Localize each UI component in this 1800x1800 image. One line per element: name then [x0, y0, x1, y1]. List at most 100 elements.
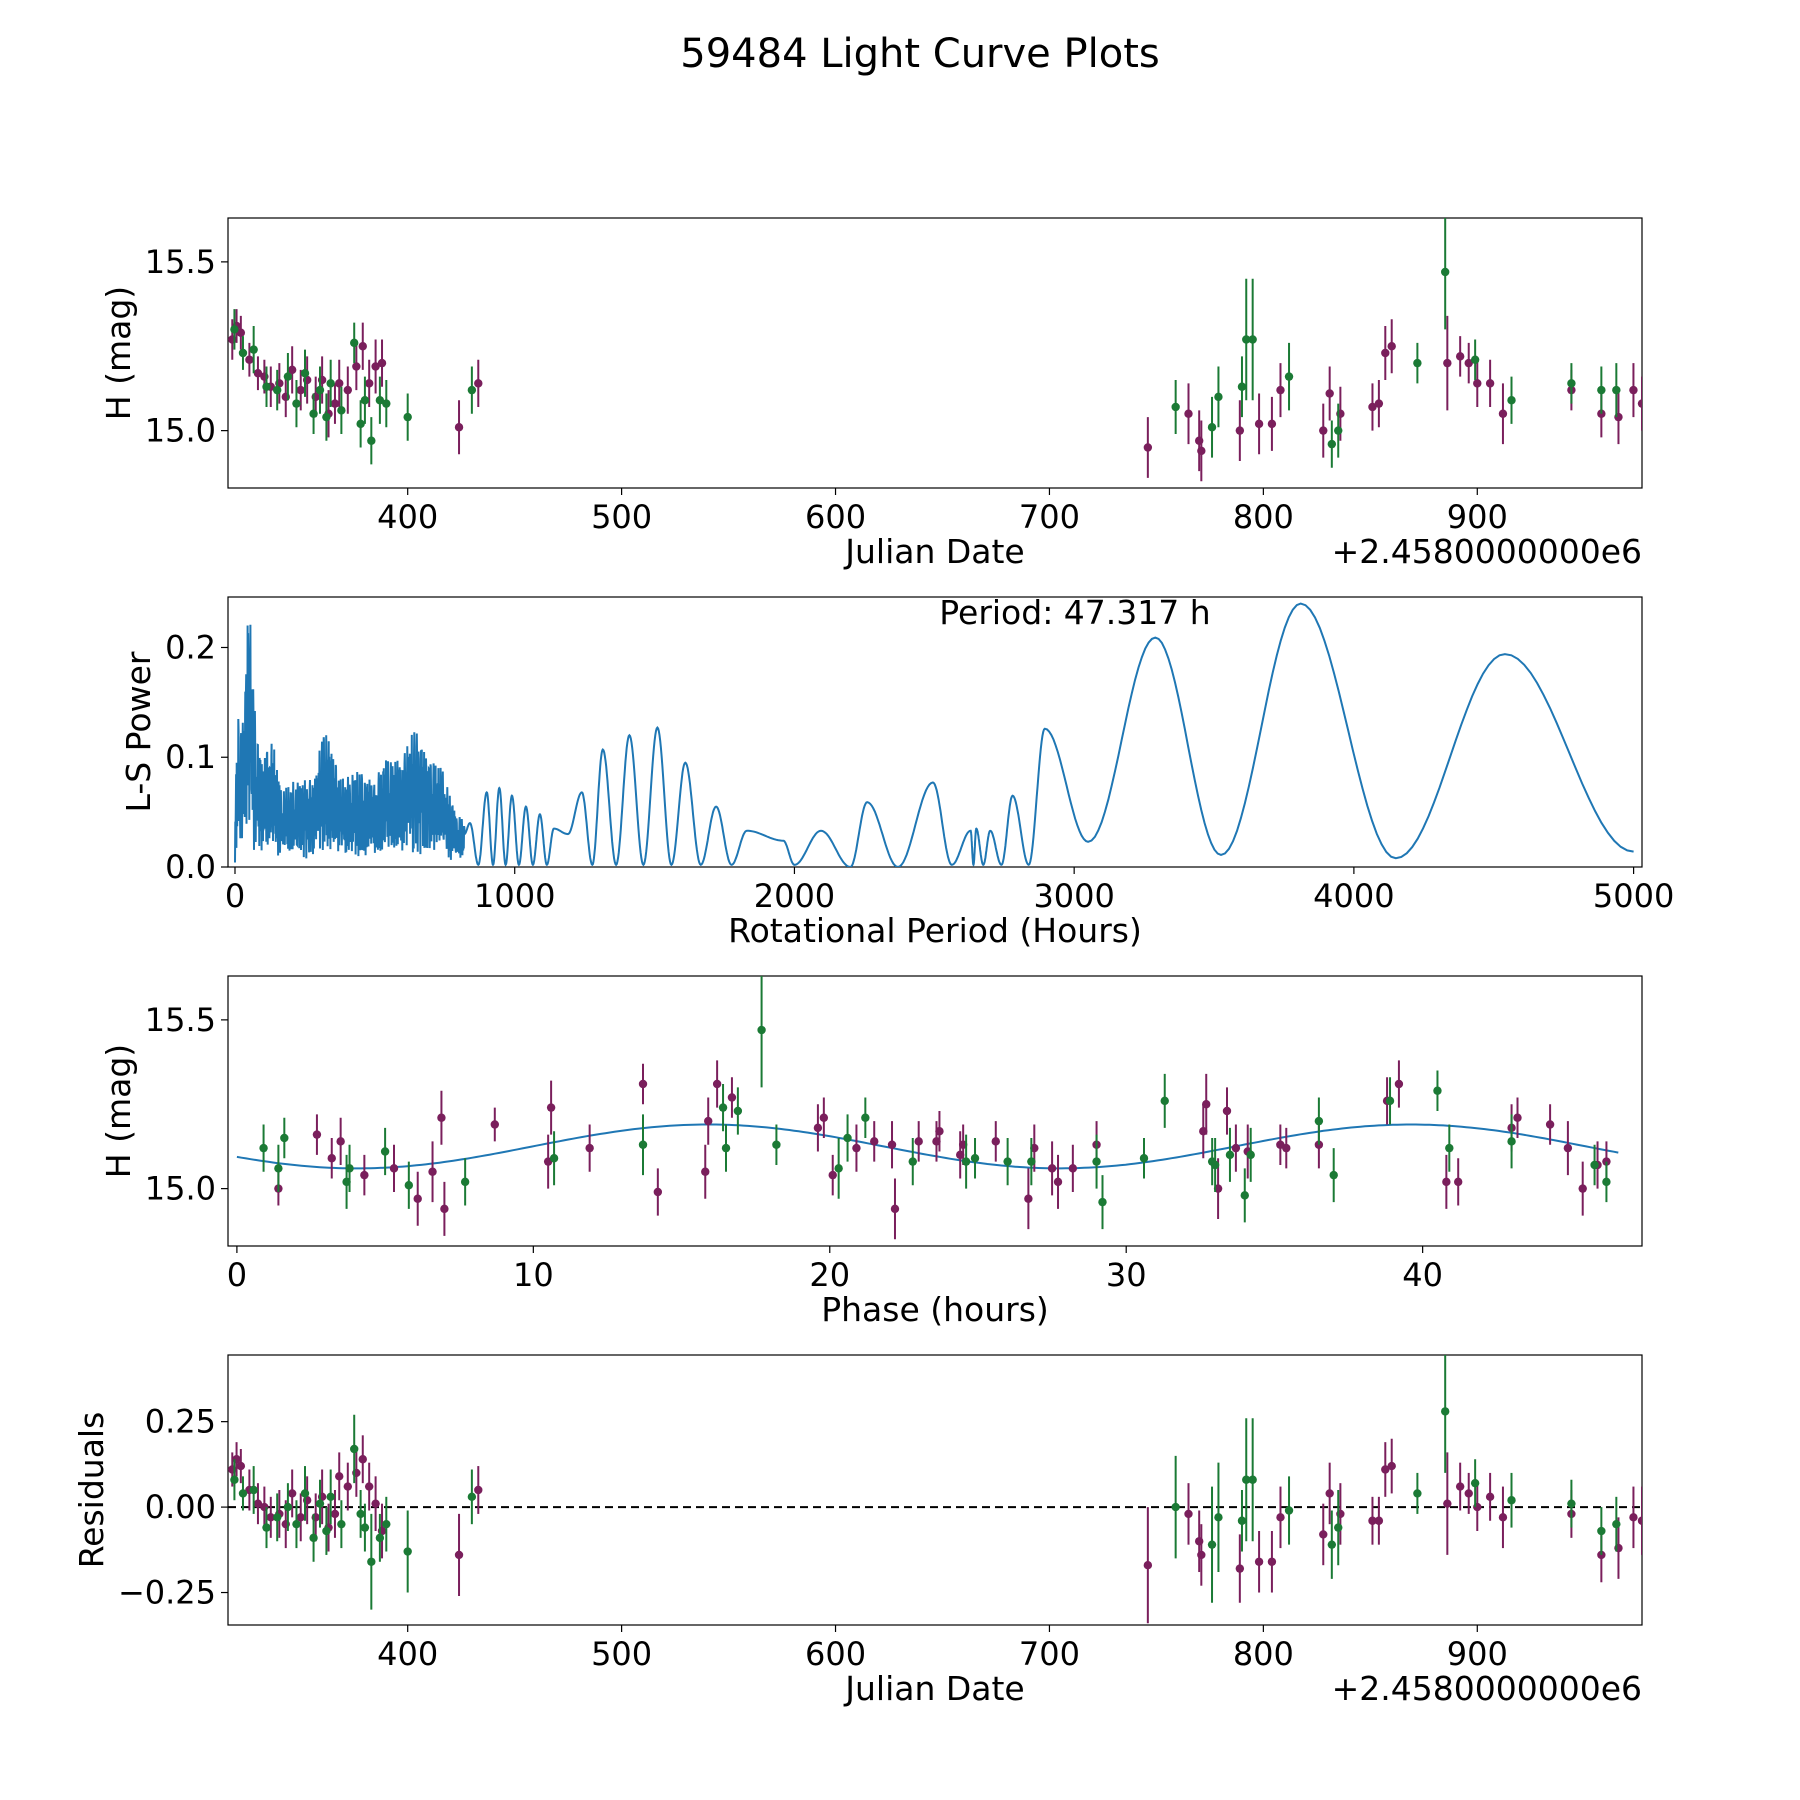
- lightcurve-xlabel: Julian Date: [843, 532, 1025, 571]
- data-point: [1612, 385, 1621, 395]
- data-point: [236, 328, 246, 337]
- data-point: [1485, 1492, 1495, 1502]
- data-point: [1485, 379, 1495, 388]
- lightcurve-xtick-label: 600: [805, 498, 866, 536]
- data-point: [914, 1137, 923, 1146]
- data-point: [1442, 1177, 1451, 1187]
- residuals-xtick-label: 700: [1019, 1635, 1080, 1673]
- data-point: [1235, 426, 1245, 435]
- data-point: [1184, 409, 1193, 418]
- data-point: [273, 1513, 282, 1522]
- data-point: [1197, 1550, 1206, 1560]
- periodogram-ticks: 0 1000 2000 3000 4000 5000 0.0 0.1 0.2: [165, 628, 1674, 915]
- data-point: [337, 406, 346, 415]
- data-point: [1242, 335, 1251, 344]
- periodogram-panel: 0 1000 2000 3000 4000 5000 0.0 0.1 0.2 Period: 4…: [119, 593, 1674, 950]
- data-point: [382, 1519, 391, 1529]
- data-point: [1184, 1509, 1193, 1519]
- residuals-ytick-label: −0.25: [118, 1574, 216, 1612]
- data-point: [358, 342, 367, 351]
- lightcurve-series-filter-A: [228, 309, 1642, 482]
- data-point: [1047, 1164, 1057, 1173]
- data-point: [296, 385, 305, 395]
- data-point: [454, 1550, 464, 1560]
- model-fit-curve: [236, 1123, 1619, 1170]
- data-point: [467, 1492, 477, 1502]
- data-point: [1612, 1519, 1621, 1529]
- data-point: [1314, 1116, 1324, 1126]
- data-point: [1210, 1160, 1220, 1170]
- data-point: [1098, 1197, 1107, 1207]
- data-point: [1455, 352, 1465, 361]
- data-point: [371, 362, 380, 371]
- data-point: [828, 1170, 837, 1180]
- periodogram-ytick-label: 0.1: [165, 738, 216, 776]
- data-point: [309, 1533, 318, 1543]
- phased-ticks: 0 10 20 30 40 15.0 15.5: [145, 1001, 1443, 1294]
- data-point: [701, 1167, 710, 1176]
- data-point: [1433, 1086, 1442, 1095]
- data-point: [262, 382, 271, 391]
- data-point: [991, 1137, 1000, 1146]
- data-point: [1319, 1530, 1328, 1539]
- phased-panel: 0 10 20 30 40 15.0 15.5 Phase (hours) H (mag): [99, 975, 1643, 1329]
- residuals-ylabel: Residuals: [72, 1412, 111, 1569]
- data-point: [718, 1103, 728, 1112]
- lightcurve-ytick-label: 15.0: [145, 412, 216, 450]
- periodogram-xtick-label: 4000: [1313, 877, 1394, 915]
- data-point: [1327, 1540, 1337, 1549]
- data-point: [1602, 1177, 1611, 1187]
- data-point: [1276, 1513, 1285, 1522]
- data-point: [312, 1130, 322, 1139]
- data-point: [1068, 1164, 1078, 1173]
- data-point: [1443, 358, 1452, 368]
- data-point: [1284, 1506, 1294, 1515]
- lightcurve-ylabel: H (mag): [99, 286, 138, 420]
- data-point: [280, 1133, 289, 1143]
- periodogram-xtick-label: 1000: [474, 877, 555, 915]
- data-point: [377, 358, 387, 368]
- data-point: [326, 1492, 335, 1502]
- data-point: [382, 399, 391, 408]
- data-point: [371, 1499, 380, 1508]
- phased-ylabel: H (mag): [99, 1044, 138, 1178]
- data-point: [1242, 1475, 1251, 1484]
- data-point: [380, 1147, 390, 1156]
- data-point: [249, 1485, 258, 1495]
- periodogram-line: [234, 602, 1634, 867]
- data-point: [1214, 1513, 1223, 1522]
- data-point: [1387, 1461, 1396, 1471]
- lightcurve-xtick-label: 800: [1233, 498, 1294, 536]
- data-point: [335, 1472, 344, 1481]
- data-point: [1139, 1154, 1149, 1163]
- data-point: [1464, 1489, 1473, 1498]
- data-point: [1327, 439, 1337, 449]
- data-point: [1440, 1407, 1450, 1416]
- phased-xtick-label: 30: [1106, 1256, 1147, 1294]
- data-point: [1325, 389, 1334, 398]
- data-point: [1143, 443, 1153, 452]
- data-point: [1214, 392, 1223, 402]
- data-point: [1222, 1106, 1232, 1116]
- data-point: [1171, 1502, 1180, 1512]
- data-point: [585, 1143, 594, 1153]
- data-point: [1413, 1489, 1422, 1498]
- periodogram-xtick-label: 3000: [1033, 877, 1114, 915]
- data-point: [1325, 1489, 1334, 1498]
- phased-xtick-label: 20: [809, 1256, 850, 1294]
- data-point: [1237, 382, 1247, 391]
- data-point: [322, 412, 331, 422]
- phased-ytick-label: 15.5: [145, 1001, 216, 1039]
- data-point: [1282, 1143, 1291, 1153]
- data-point: [861, 1113, 870, 1122]
- phased-series-filter-B: [259, 976, 1611, 1230]
- data-point: [474, 379, 483, 388]
- data-point: [292, 399, 301, 408]
- data-point: [460, 1177, 470, 1187]
- data-point: [653, 1187, 663, 1197]
- lightcurve-panel: 400 500 600 700 800 900 15.0 15.5 Julian Date H…: [99, 217, 1643, 571]
- data-point: [364, 379, 374, 388]
- lightcurve-ticks: 400 500 600 700 800 900 15.0 15.5: [145, 243, 1508, 536]
- data-point: [253, 1499, 263, 1508]
- data-point: [704, 1116, 713, 1126]
